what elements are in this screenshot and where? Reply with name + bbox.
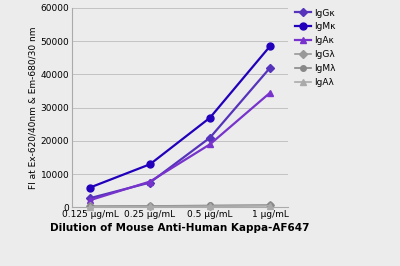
IgGλ (88, 205, 92, 208)
IgAλ (88, 205, 92, 209)
Line: IgMλ: IgMλ (87, 202, 273, 209)
IgMκ (208, 116, 212, 119)
Line: IgMκ: IgMκ (86, 43, 274, 191)
IgAκ (208, 143, 212, 146)
IgAλ (148, 205, 152, 208)
IgMκ (148, 163, 152, 166)
IgMλ (88, 205, 92, 208)
IgMλ (148, 204, 152, 207)
IgGλ (268, 204, 272, 207)
Line: IgGλ: IgGλ (87, 203, 273, 209)
IgMκ (268, 45, 272, 48)
IgMλ (268, 203, 272, 207)
Line: IgAκ: IgAκ (86, 89, 274, 204)
IgGκ (88, 197, 92, 200)
Line: IgAλ: IgAλ (87, 203, 273, 210)
IgMλ (208, 204, 212, 207)
IgGλ (148, 205, 152, 208)
IgMκ (88, 186, 92, 189)
Legend: IgGκ, IgMκ, IgAκ, IgGλ, IgMλ, IgAλ: IgGκ, IgMκ, IgAκ, IgGλ, IgMλ, IgAλ (295, 9, 336, 87)
IgGκ (208, 136, 212, 139)
IgAλ (208, 205, 212, 208)
Y-axis label: FI at Ex-620/40nm & Em-680/30 nm: FI at Ex-620/40nm & Em-680/30 nm (29, 27, 38, 189)
IgAκ (148, 180, 152, 183)
IgAκ (88, 198, 92, 202)
Line: IgGκ: IgGκ (87, 65, 273, 201)
IgAλ (268, 204, 272, 207)
IgGκ (148, 181, 152, 184)
IgAκ (268, 91, 272, 94)
IgGλ (208, 204, 212, 207)
X-axis label: Dilution of Mouse Anti-Human Kappa-AF647: Dilution of Mouse Anti-Human Kappa-AF647 (50, 223, 310, 234)
IgGκ (268, 66, 272, 69)
